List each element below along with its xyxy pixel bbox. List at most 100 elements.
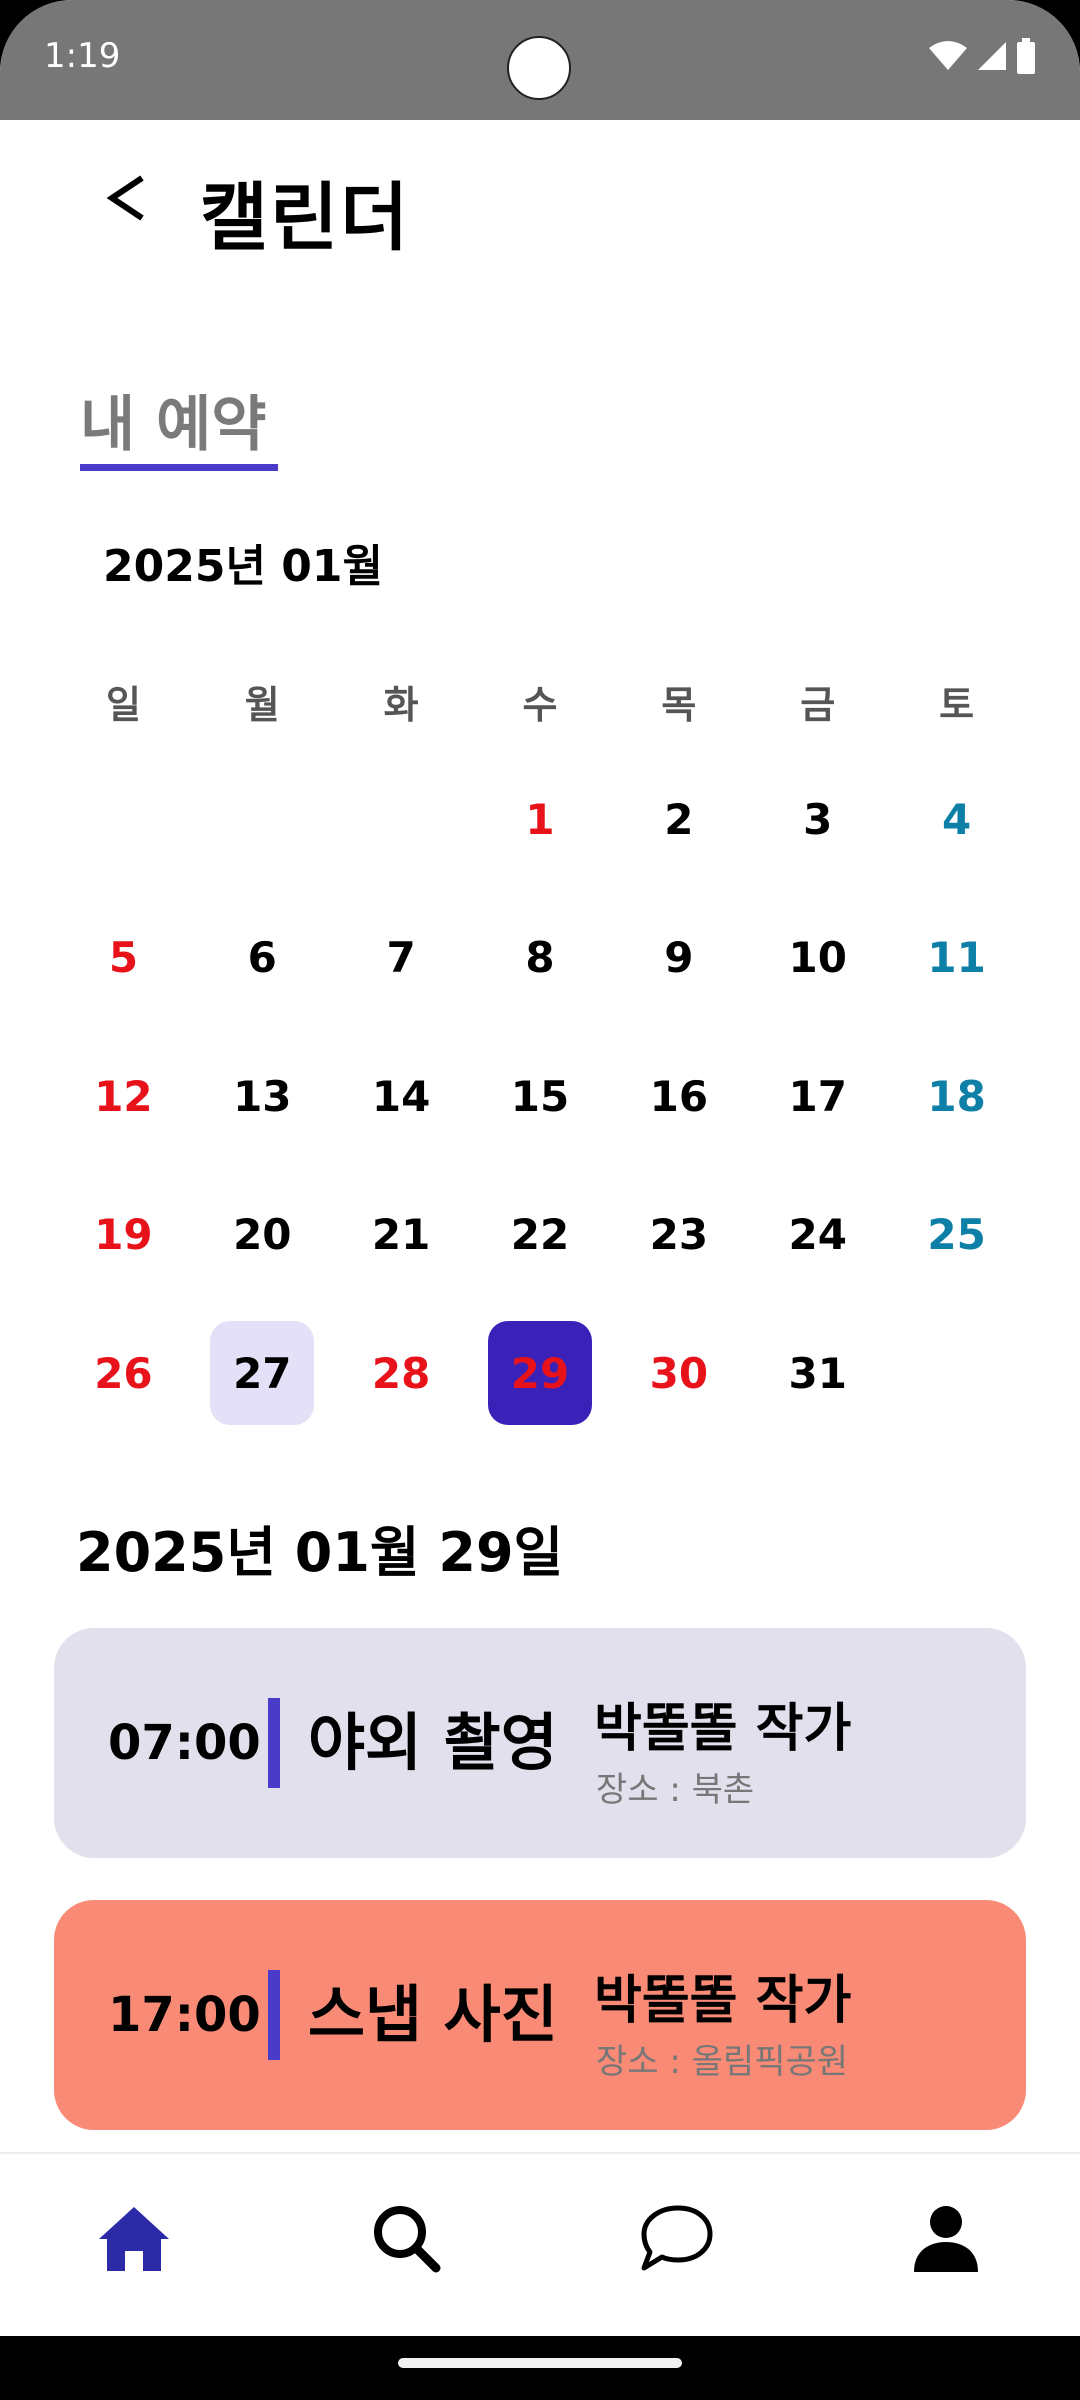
calendar-day-9[interactable]: 9: [609, 889, 748, 1028]
schedule-divider: [268, 1698, 280, 1788]
bottom-navigation: [0, 2152, 1080, 2338]
schedule-time: 07:00: [108, 1715, 261, 1771]
calendar-day-4[interactable]: 4: [887, 750, 1026, 889]
calendar-day-28[interactable]: 28: [332, 1304, 471, 1443]
calendar-day-3[interactable]: 3: [748, 750, 887, 889]
back-arrow-icon: [104, 172, 148, 228]
calendar-day-26[interactable]: 26: [54, 1304, 193, 1443]
profile-icon: [910, 2202, 982, 2278]
schedule-divider: [268, 1970, 280, 2060]
calendar-day-15[interactable]: 15: [471, 1027, 610, 1166]
month-label: 2025년 01월: [103, 541, 383, 592]
weekday-label: 월: [244, 683, 280, 727]
schedule-location: 장소 : 북촌: [596, 1770, 755, 1810]
day-number: 10: [788, 933, 847, 983]
calendar-day-18[interactable]: 18: [887, 1027, 1026, 1166]
calendar-day-7[interactable]: 7: [332, 889, 471, 1028]
day-number: 28: [371, 1348, 431, 1398]
day-number: 5: [108, 933, 139, 983]
calendar-day-11[interactable]: 11: [887, 889, 1026, 1028]
calendar-day-27[interactable]: 27: [193, 1304, 332, 1443]
schedule-title: 스냅 사진: [308, 1978, 558, 2051]
weekday-label: 금: [800, 683, 836, 727]
day-number: 8: [525, 933, 555, 983]
calendar-day-23[interactable]: 23: [609, 1166, 748, 1305]
day-number: 25: [927, 1210, 986, 1260]
tab-my-reservations[interactable]: 내 예약: [80, 370, 280, 471]
calendar-day-5[interactable]: 5: [54, 889, 193, 1028]
day-number: 1: [525, 794, 555, 844]
nav-search[interactable]: [356, 2190, 456, 2290]
calendar-day-10[interactable]: 10: [748, 889, 887, 1028]
status-bar: 1:19: [0, 0, 1080, 120]
calendar-day-1[interactable]: 1: [471, 750, 610, 889]
calendar-day-6[interactable]: 6: [193, 889, 332, 1028]
day-number: 23: [649, 1210, 709, 1260]
home-gesture-bar[interactable]: [398, 2358, 682, 2368]
calendar-day-20[interactable]: 20: [193, 1166, 332, 1305]
day-number: 9: [664, 933, 694, 983]
calendar-day-30[interactable]: 30: [609, 1304, 748, 1443]
calendar-day-24[interactable]: 24: [748, 1166, 887, 1305]
nav-chat[interactable]: [626, 2190, 726, 2290]
calendar-empty-cell: [887, 1304, 1026, 1443]
day-number: 13: [233, 1071, 292, 1121]
status-icons: [928, 36, 1036, 76]
schedule-card[interactable]: 07:00 야외 촬영 박똘똘 작가 장소 : 북촌: [54, 1628, 1026, 1858]
calendar-day-14[interactable]: 14: [332, 1027, 471, 1166]
calendar-day-17[interactable]: 17: [748, 1027, 887, 1166]
day-number: 11: [927, 933, 986, 983]
calendar-day-16[interactable]: 16: [609, 1027, 748, 1166]
weekday-label: 일: [105, 683, 141, 727]
day-number: 2: [664, 794, 694, 844]
calendar-week-row: 12 13 14 15 16 17 18: [54, 1027, 1026, 1166]
day-number: 20: [233, 1210, 292, 1260]
calendar-day-31[interactable]: 31: [748, 1304, 887, 1443]
tab-indicator: [80, 464, 278, 471]
calendar-week-row: 1 2 3 4: [54, 750, 1026, 889]
schedule-title: 야외 촬영: [308, 1706, 558, 1779]
day-number: 7: [386, 933, 416, 983]
day-number: 26: [94, 1348, 153, 1398]
calendar-day-8[interactable]: 8: [471, 889, 610, 1028]
weekday-label: 목: [661, 683, 697, 727]
nav-profile[interactable]: [896, 2190, 996, 2290]
schedule-card[interactable]: 17:00 스냅 사진 박똘똘 작가 장소 : 올림픽공원: [54, 1900, 1026, 2130]
weekday-label: 토: [939, 683, 975, 727]
calendar-day-29[interactable]: 29: [471, 1304, 610, 1443]
day-number: 6: [247, 933, 277, 983]
calendar-day-22[interactable]: 22: [471, 1166, 610, 1305]
back-button[interactable]: [96, 160, 156, 240]
calendar-day-13[interactable]: 13: [193, 1027, 332, 1166]
gesture-area: [0, 2336, 1080, 2400]
calendar-day-25[interactable]: 25: [887, 1166, 1026, 1305]
day-number: 4: [941, 794, 972, 844]
day-number: 31: [788, 1348, 847, 1398]
selected-date-label: 2025년 01월 29일: [76, 1521, 564, 1584]
tab-label: 내 예약: [80, 390, 267, 460]
signal-icon: [976, 40, 1008, 72]
day-number: 19: [94, 1210, 153, 1260]
calendar-day-2[interactable]: 2: [609, 750, 748, 889]
day-number: 22: [510, 1210, 570, 1260]
calendar-empty-cell: [54, 750, 193, 889]
battery-icon: [1016, 38, 1036, 74]
wifi-icon: [928, 40, 968, 72]
calendar-week-row: 5 6 7 8 9 10 11: [54, 889, 1026, 1028]
calendar-day-21[interactable]: 21: [332, 1166, 471, 1305]
calendar-day-19[interactable]: 19: [54, 1166, 193, 1305]
day-number: 15: [510, 1071, 570, 1121]
day-number: 21: [371, 1210, 431, 1260]
schedule-location: 장소 : 올림픽공원: [596, 2042, 849, 2082]
day-number: 30: [649, 1348, 709, 1398]
weekday-label: 화: [383, 683, 419, 727]
day-number: 14: [371, 1071, 431, 1121]
chat-icon: [638, 2202, 714, 2278]
search-icon: [370, 2202, 442, 2278]
nav-home[interactable]: [84, 2190, 184, 2290]
day-number: 3: [803, 794, 833, 844]
calendar-day-12[interactable]: 12: [54, 1027, 193, 1166]
day-number: 12: [94, 1071, 153, 1121]
